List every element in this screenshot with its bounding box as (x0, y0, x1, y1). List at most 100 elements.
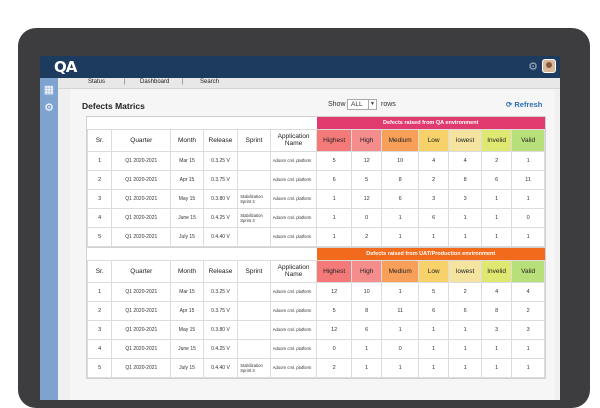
nav-status[interactable]: Status (88, 79, 106, 85)
quarter-cell: Q1 2020-2021 (111, 338, 172, 359)
sprint-cell (237, 226, 271, 247)
highest-count-cell: 1 (316, 207, 352, 228)
invalid-count-cell: 1 (480, 357, 513, 378)
medium-count-cell: 1 (381, 319, 419, 340)
invalid-count-cell: 1 (480, 188, 513, 209)
month-cell: Apr 15 (170, 169, 204, 190)
medium-count-cell: 1 (381, 357, 419, 378)
lowest-count-cell: 1 (448, 338, 482, 359)
sprint-cell (237, 150, 271, 171)
high-count-cell: 6 (350, 319, 383, 340)
show-label: Show (328, 101, 346, 108)
environment-band: Defects raised from QA environment (316, 117, 545, 129)
release-cell: 0.3.75 V (202, 300, 239, 321)
column-header: High (350, 128, 383, 152)
quarter-cell: Q1 2020-2021 (111, 357, 172, 378)
sprint-cell (237, 300, 271, 321)
release-cell: 0.3.80 V (202, 319, 239, 340)
app-name-cell: Adoorn cml. platform (269, 338, 318, 359)
column-header: Quarter (111, 128, 172, 152)
high-count-cell: 10 (350, 281, 383, 302)
table-row: 1 Q1 2020-2021 Mar 15 0.3.25 V Adoorn cml. p… (86, 150, 545, 171)
highest-count-cell: 6 (316, 169, 352, 190)
highest-count-cell: 1 (316, 188, 352, 209)
column-header: Medium (381, 128, 419, 152)
invalid-count-cell: 4 (480, 281, 513, 302)
lowest-count-cell: 6 (448, 300, 482, 321)
refresh-button[interactable]: ⟳ Refresh (506, 100, 542, 109)
lowest-count-cell: 2 (448, 281, 482, 302)
nav-bar: Status | Dashboard | Search (58, 78, 560, 89)
sr-cell: 4 (86, 338, 113, 359)
invalid-count-cell: 1 (480, 338, 513, 359)
highest-count-cell: 5 (316, 300, 352, 321)
medium-count-cell: 1 (381, 207, 419, 228)
column-header: lowest (448, 128, 482, 152)
column-header: Month (170, 259, 204, 283)
sr-cell: 5 (86, 357, 113, 378)
app-name-cell: Adoorn cml. platform (269, 150, 318, 171)
column-header: Medium (381, 259, 419, 283)
column-header: Release (202, 128, 239, 152)
quarter-cell: Q1 2020-2021 (111, 281, 172, 302)
invalid-count-cell: 3 (480, 319, 513, 340)
refresh-icon: ⟳ (506, 100, 513, 109)
table-row: 1 Q1 2020-2021 Mar 15 0.3.25 V Adoorn cml. p… (86, 281, 545, 302)
table-row: 5 Q1 2020-2021 July 15 0.4.40 V Adoorn cml. … (86, 226, 545, 247)
sr-cell: 2 (86, 300, 113, 321)
lowest-count-cell: 1 (448, 319, 482, 340)
nav-separator: | (182, 79, 184, 85)
high-count-cell: 1 (350, 357, 383, 378)
sprint-cell: Stabilization Sprint 2 (237, 188, 271, 209)
valid-count-cell: 1 (511, 150, 545, 171)
low-count-cell: 6 (417, 207, 450, 228)
column-header: Invelid (480, 128, 513, 152)
medium-count-cell: 6 (381, 188, 419, 209)
valid-count-cell: 1 (511, 226, 545, 247)
valid-count-cell: 11 (511, 169, 545, 190)
table-row: 2 Q1 2020-2021 Apr 15 0.3.75 V Adoorn cml. p… (86, 300, 545, 321)
highest-count-cell: 1 (316, 226, 352, 247)
column-header: Valid (511, 259, 545, 283)
dashboard-grid-icon[interactable]: ▦ (43, 84, 55, 96)
lowest-count-cell: 4 (448, 150, 482, 171)
settings-icon[interactable]: ⚙ (44, 102, 54, 114)
settings-gear-icon[interactable]: ⚙ (528, 61, 538, 73)
lowest-count-cell: 8 (448, 169, 482, 190)
valid-count-cell: 0 (511, 207, 545, 228)
table-row: 2 Q1 2020-2021 Apr 15 0.3.75 V Adoorn cml. p… (86, 169, 545, 190)
nav-search[interactable]: Search (200, 79, 220, 85)
column-header: Sprint (237, 259, 271, 283)
chevron-down-icon: ▼ (368, 100, 376, 109)
quarter-cell: Q1 2020-2021 (111, 226, 172, 247)
month-cell: June 15 (170, 207, 204, 228)
high-count-cell: 0 (350, 207, 383, 228)
high-count-cell: 12 (350, 188, 383, 209)
low-count-cell: 4 (417, 150, 450, 171)
quarter-cell: Q1 2020-2021 (111, 169, 172, 190)
month-cell: July 15 (170, 357, 204, 378)
quarter-cell: Q1 2020-2021 (111, 188, 172, 209)
valid-count-cell: 1 (511, 338, 545, 359)
app-name-cell: Adoorn cml. platform (269, 357, 318, 378)
release-cell: 0.4.25 V (202, 207, 239, 228)
sidebar: ▦ ⚙ (40, 78, 58, 400)
uat-defects-table: Defects raised from UAT/Production envir… (86, 247, 546, 379)
app-name-cell: Adoorn cml. platform (269, 281, 318, 302)
app-name-cell: Adoorn cml. platform (269, 226, 318, 247)
medium-count-cell: 10 (381, 150, 419, 171)
rows-select[interactable]: ALL ▼ (347, 99, 377, 110)
sprint-cell (237, 169, 271, 190)
nav-dashboard[interactable]: Dashboard (140, 79, 170, 85)
app-name-cell: Adoorn cml. platform (269, 300, 318, 321)
column-header: High (350, 259, 383, 283)
month-cell: July 15 (170, 226, 204, 247)
table-row: 5 Q1 2020-2021 July 15 0.4.40 V Stabilizatio… (86, 357, 545, 378)
user-avatar[interactable] (542, 59, 556, 73)
low-count-cell: 1 (417, 319, 450, 340)
column-header: Low (417, 128, 450, 152)
high-count-cell: 5 (350, 169, 383, 190)
lowest-count-cell: 3 (448, 188, 482, 209)
month-cell: Apr 15 (170, 300, 204, 321)
table-row: 4 Q1 2020-2021 June 15 0.4.25 V Stabilizatio… (86, 207, 545, 228)
